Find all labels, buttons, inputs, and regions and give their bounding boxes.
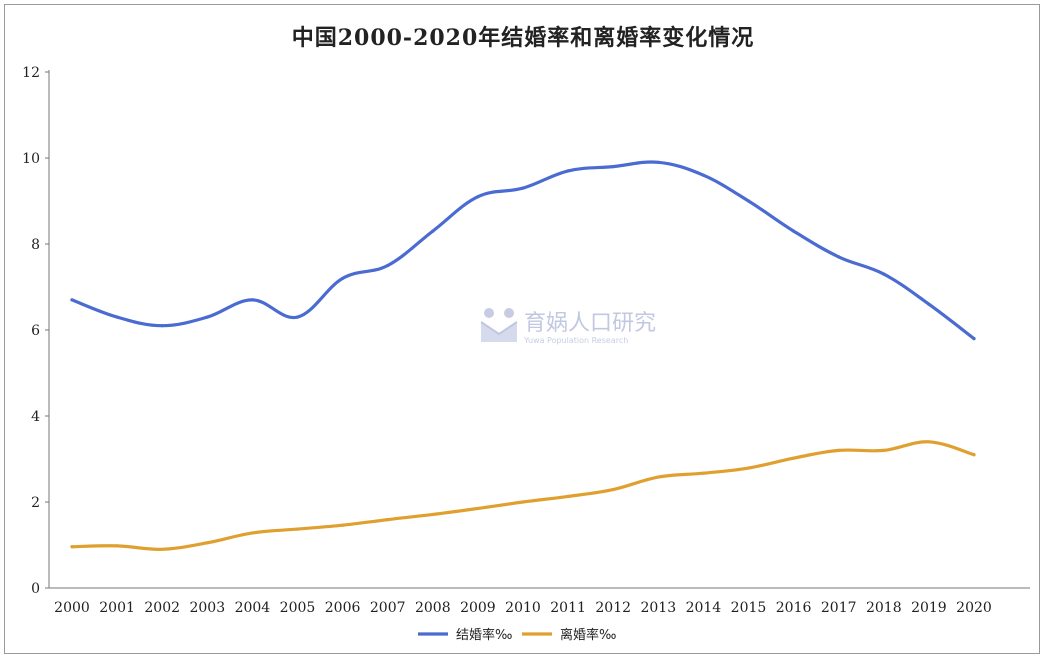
data-point-0-9 [476,195,480,199]
data-point-1-13 [656,475,660,479]
x-tick-label: 2001 [99,600,135,616]
x-tick-label: 2017 [821,600,857,616]
watermark-name: 育娲人口研究 [524,311,656,336]
data-point-0-19 [927,302,931,306]
data-point-1-6 [341,523,345,527]
data-point-1-16 [792,456,796,460]
data-point-0-1 [115,315,119,319]
data-point-1-10 [521,500,525,504]
series-line-1 [70,440,976,551]
data-point-1-8 [431,512,435,517]
data-point-0-15 [746,199,751,203]
data-point-1-12 [611,487,615,492]
yuwa-logo-icon [480,308,518,342]
x-tick-label: 2004 [235,600,271,616]
watermark: 育娲人口研究 Yuwa Population Research [480,308,656,345]
data-point-1-7 [386,518,390,522]
x-tick-label: 2006 [325,600,361,616]
data-point-0-11 [566,169,570,173]
y-tick-label: 4 [31,409,40,425]
data-point-0-14 [701,173,706,177]
x-tick-label: 2013 [640,600,676,616]
data-point-1-14 [701,471,706,475]
data-point-1-2 [160,547,164,551]
x-tick-label: 2002 [144,600,180,616]
data-point-1-3 [205,541,209,545]
data-point-0-16 [792,229,796,233]
data-point-1-1 [115,544,119,548]
chart-title: 中国2000-2020年结婚率和离婚率变化情况 [291,25,755,51]
data-point-0-18 [882,272,886,276]
data-point-0-17 [837,255,841,259]
data-point-0-8 [431,229,435,233]
y-tick-label: 12 [22,65,40,81]
x-tick-label: 2007 [370,600,406,616]
x-tick-label: 2015 [731,600,767,616]
x-tick-label: 2009 [460,600,496,616]
x-tick-label: 2003 [189,600,225,616]
x-tick-label: 2011 [550,600,586,616]
data-point-1-9 [476,506,480,511]
legend-label-1: 离婚率‰ [560,627,616,643]
data-point-1-0 [70,545,74,549]
x-tick-label: 2000 [54,600,90,616]
x-tick-label: 2010 [505,600,541,616]
data-point-1-19 [927,440,931,444]
legend-label-0: 结婚率‰ [456,627,512,643]
data-point-1-18 [882,448,886,452]
x-tick-label: 2020 [956,600,992,616]
y-tick-label: 6 [31,323,40,339]
data-point-0-7 [386,263,390,268]
x-tick-label: 2016 [776,600,812,616]
data-point-0-4 [250,298,254,302]
data-point-0-13 [656,160,660,164]
x-tick-label: 2012 [595,600,631,616]
y-tick-label: 0 [31,581,40,597]
x-tick-label: 2005 [280,600,316,616]
data-point-1-5 [295,527,300,531]
data-point-1-17 [837,448,841,452]
data-point-1-11 [566,494,570,499]
y-tick-label: 8 [31,237,40,253]
x-tick-label: 2014 [686,600,722,616]
data-point-0-10 [521,186,525,190]
data-point-1-15 [746,466,751,470]
data-point-0-3 [205,315,209,319]
x-tick-label: 2018 [866,600,902,616]
x-tick-label: 2008 [415,600,451,616]
data-point-1-20 [972,453,976,457]
chart-frame [4,4,1040,654]
data-point-0-0 [70,298,74,302]
y-tick-label: 10 [22,151,40,167]
y-tick-label: 2 [31,495,40,511]
data-point-1-4 [250,531,254,535]
data-point-0-20 [972,337,976,341]
x-tick-label: 2019 [911,600,947,616]
data-point-0-5 [295,315,300,319]
watermark-subtitle: Yuwa Population Research [523,336,628,345]
data-point-0-6 [341,276,345,280]
data-point-0-12 [611,165,615,169]
data-point-0-2 [160,324,164,328]
